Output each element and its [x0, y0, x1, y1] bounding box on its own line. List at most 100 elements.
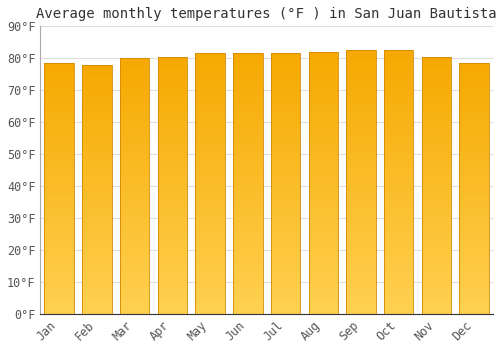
Bar: [120, 269, 150, 272]
Bar: [346, 186, 376, 189]
Bar: [384, 284, 414, 287]
Bar: [422, 57, 451, 60]
Bar: [384, 228, 414, 231]
Bar: [158, 86, 187, 89]
Bar: [196, 106, 225, 109]
Bar: [233, 60, 262, 63]
Bar: [82, 68, 112, 71]
Bar: [384, 287, 414, 291]
Bar: [120, 58, 150, 314]
Bar: [196, 259, 225, 262]
Bar: [346, 86, 376, 90]
Bar: [120, 145, 150, 148]
Bar: [158, 272, 187, 275]
Bar: [346, 116, 376, 119]
Bar: [346, 205, 376, 209]
Bar: [82, 239, 112, 242]
Bar: [384, 291, 414, 294]
Bar: [460, 145, 489, 148]
Bar: [460, 132, 489, 135]
Bar: [196, 232, 225, 236]
Bar: [271, 125, 300, 128]
Bar: [422, 86, 451, 89]
Bar: [233, 135, 262, 138]
Bar: [158, 311, 187, 314]
Bar: [196, 216, 225, 219]
Bar: [422, 131, 451, 134]
Bar: [82, 186, 112, 189]
Bar: [384, 123, 414, 126]
Bar: [233, 194, 262, 197]
Bar: [82, 304, 112, 308]
Bar: [460, 135, 489, 138]
Bar: [422, 272, 451, 275]
Bar: [346, 215, 376, 218]
Bar: [82, 136, 112, 139]
Bar: [422, 279, 451, 282]
Bar: [120, 167, 150, 170]
Bar: [196, 294, 225, 297]
Bar: [44, 110, 74, 113]
Bar: [44, 101, 74, 104]
Bar: [196, 115, 225, 119]
Bar: [120, 215, 150, 218]
Bar: [422, 195, 451, 198]
Bar: [271, 66, 300, 70]
Bar: [384, 162, 414, 166]
Bar: [158, 211, 187, 214]
Bar: [346, 139, 376, 142]
Bar: [44, 119, 74, 122]
Bar: [346, 202, 376, 205]
Bar: [44, 191, 74, 195]
Bar: [460, 85, 489, 88]
Bar: [158, 292, 187, 295]
Bar: [308, 307, 338, 310]
Bar: [233, 304, 262, 307]
Bar: [196, 288, 225, 291]
Bar: [120, 301, 150, 304]
Bar: [384, 169, 414, 172]
Bar: [460, 207, 489, 210]
Bar: [158, 208, 187, 211]
Bar: [120, 196, 150, 199]
Bar: [233, 180, 262, 184]
Bar: [271, 60, 300, 63]
Bar: [158, 282, 187, 285]
Bar: [422, 201, 451, 204]
Bar: [271, 141, 300, 145]
Bar: [460, 267, 489, 270]
Bar: [120, 256, 150, 260]
Bar: [346, 110, 376, 113]
Bar: [196, 180, 225, 184]
Bar: [346, 271, 376, 274]
Bar: [44, 79, 74, 82]
Bar: [308, 114, 338, 117]
Bar: [422, 292, 451, 295]
Bar: [308, 189, 338, 193]
Bar: [271, 109, 300, 112]
Bar: [460, 258, 489, 261]
Bar: [44, 207, 74, 210]
Bar: [196, 73, 225, 76]
Bar: [158, 214, 187, 217]
Bar: [233, 291, 262, 294]
Bar: [271, 229, 300, 232]
Bar: [460, 107, 489, 110]
Bar: [120, 282, 150, 285]
Bar: [120, 308, 150, 311]
Bar: [44, 85, 74, 88]
Bar: [82, 270, 112, 273]
Bar: [422, 253, 451, 256]
Bar: [44, 210, 74, 214]
Bar: [44, 179, 74, 182]
Bar: [308, 153, 338, 157]
Bar: [422, 95, 451, 98]
Bar: [82, 167, 112, 170]
Bar: [120, 212, 150, 215]
Bar: [346, 182, 376, 186]
Bar: [271, 252, 300, 255]
Bar: [158, 114, 187, 118]
Bar: [346, 90, 376, 93]
Bar: [308, 160, 338, 163]
Bar: [308, 75, 338, 78]
